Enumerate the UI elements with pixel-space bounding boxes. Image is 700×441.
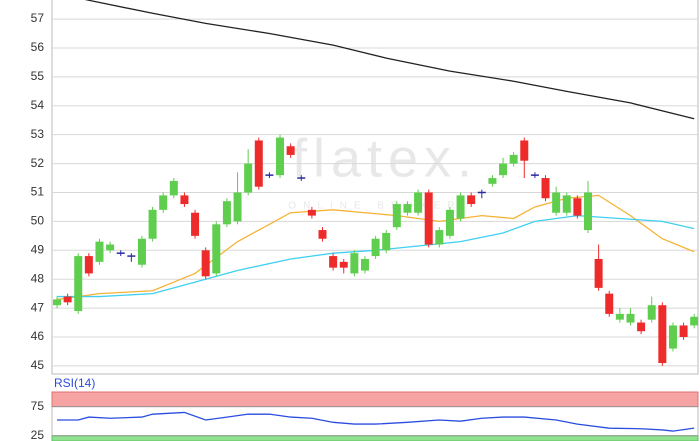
y-tick-label: 51 bbox=[31, 185, 45, 199]
candle-body bbox=[329, 256, 338, 268]
candle-body bbox=[222, 201, 231, 225]
y-tick-label: 46 bbox=[31, 329, 45, 343]
rsi-label: RSI(14) bbox=[54, 376, 95, 390]
candle-body bbox=[679, 325, 688, 338]
overbought-band bbox=[51, 391, 699, 408]
candle-body bbox=[74, 256, 83, 311]
y-tick-label: 56 bbox=[31, 40, 45, 54]
candle-body bbox=[424, 192, 433, 245]
candle-body bbox=[499, 163, 508, 176]
candle-body bbox=[169, 180, 178, 196]
candle-body bbox=[106, 244, 115, 251]
candle-body bbox=[339, 261, 348, 268]
y-tick-label: 54 bbox=[31, 98, 45, 112]
y-tick-label: 49 bbox=[31, 242, 45, 256]
candle-body bbox=[520, 140, 529, 161]
candle-body bbox=[180, 195, 189, 205]
candle-body bbox=[53, 299, 61, 306]
rsi-tick-label: 75 bbox=[31, 399, 45, 413]
candle-body bbox=[414, 192, 423, 213]
y-tick-label: 52 bbox=[31, 156, 45, 170]
candle-body bbox=[668, 325, 677, 349]
candle-body bbox=[509, 154, 518, 164]
candle-body bbox=[562, 195, 571, 213]
candle-body bbox=[467, 195, 476, 205]
candle-body bbox=[382, 232, 391, 251]
candle-body bbox=[594, 258, 603, 288]
candle-body bbox=[148, 209, 157, 239]
candle-body bbox=[658, 305, 667, 364]
candle-body bbox=[360, 258, 369, 271]
main-plot bbox=[52, 0, 698, 367]
candle-body bbox=[95, 241, 104, 262]
candle-body bbox=[159, 195, 168, 210]
candle-body bbox=[84, 256, 93, 274]
y-tick-label: 48 bbox=[31, 271, 45, 285]
candle-body bbox=[276, 137, 285, 176]
candle-body bbox=[191, 212, 200, 236]
y-tick-label: 53 bbox=[31, 127, 45, 141]
candle-body bbox=[445, 209, 454, 236]
candle-body bbox=[488, 178, 497, 184]
candle-body bbox=[244, 163, 253, 193]
moving-average bbox=[57, 214, 695, 298]
candle-body bbox=[392, 204, 401, 228]
candle-body bbox=[626, 313, 635, 323]
rsi-tick-label: 25 bbox=[31, 428, 45, 441]
watermark: flatex. bbox=[292, 128, 478, 188]
candle-body bbox=[307, 209, 316, 216]
candle-body bbox=[318, 230, 327, 239]
candle-body bbox=[212, 224, 221, 274]
candle-body bbox=[584, 192, 592, 231]
candle-body bbox=[137, 238, 146, 265]
plot-frame bbox=[51, 0, 699, 375]
candle-body bbox=[552, 192, 561, 213]
candle-body bbox=[233, 192, 242, 222]
candle-body bbox=[637, 322, 646, 332]
moving-average bbox=[84, 0, 695, 120]
candle-body bbox=[541, 178, 550, 199]
y-tick-label: 50 bbox=[31, 214, 45, 228]
y-tick-label: 55 bbox=[31, 69, 45, 83]
watermark-subtitle: ONLINE BROKER bbox=[288, 201, 461, 212]
candle-body bbox=[201, 250, 210, 277]
candle-body bbox=[435, 230, 444, 245]
candle-body bbox=[403, 204, 412, 213]
rsi-line bbox=[57, 411, 695, 432]
candle-body bbox=[647, 305, 656, 320]
oversold-band bbox=[51, 435, 699, 441]
candle-body bbox=[286, 146, 295, 155]
y-tick-label: 45 bbox=[31, 358, 45, 372]
candle-body bbox=[456, 195, 465, 219]
candle-body bbox=[615, 313, 624, 320]
y-tick-label: 47 bbox=[31, 300, 45, 314]
candle-body bbox=[254, 140, 263, 187]
candle-body bbox=[350, 253, 359, 274]
candle-body bbox=[371, 238, 380, 257]
y-tick-label: 57 bbox=[31, 11, 45, 25]
candle-body bbox=[605, 293, 614, 314]
candle-body bbox=[690, 316, 698, 326]
candle-body bbox=[573, 198, 582, 216]
candle-body bbox=[63, 296, 72, 303]
